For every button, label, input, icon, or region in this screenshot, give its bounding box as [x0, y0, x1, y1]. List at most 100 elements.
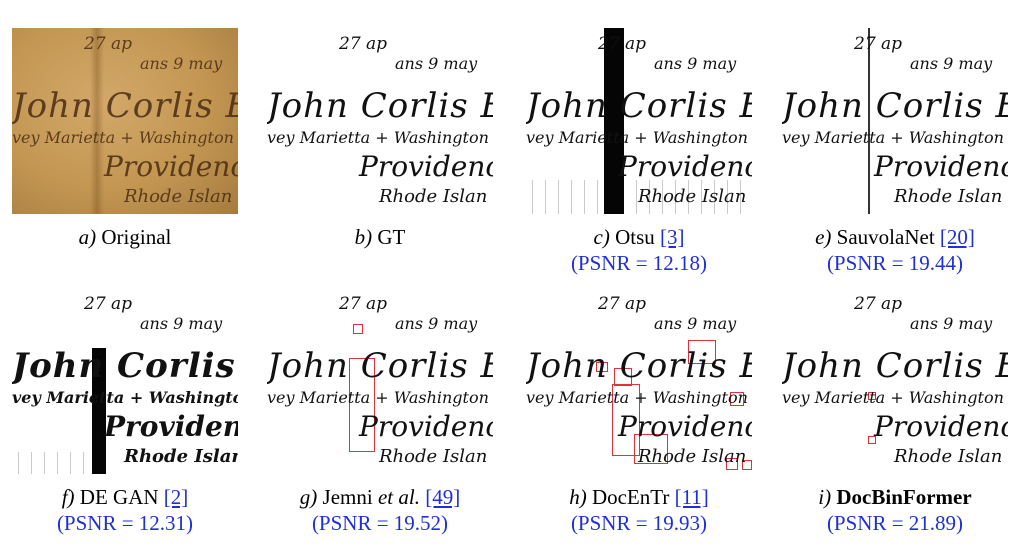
original-image: 27 ap ans 9 may John Corlis Esq vey Mari… [12, 28, 238, 214]
handwriting-city: Providence [874, 150, 1008, 183]
psnr-value: (PSNR = 19.52) [311, 511, 449, 535]
jemni-image: 27 ap ans 9 may John Corlis Esq vey Mari… [267, 288, 493, 474]
docbinformer-image: 27 ap ans 9 may John Corlis Esq vey Mari… [782, 288, 1008, 474]
handwriting-route: vey Marietta + Washington [782, 128, 1004, 147]
ref-link[interactable]: [2] [163, 485, 189, 509]
handwriting-answered: ans 9 may [140, 314, 223, 333]
handwriting-state: Rhode Islan [638, 186, 747, 207]
ref-link[interactable]: [20] [939, 225, 975, 249]
caption-otsu: c) Otsu [3] (PSNR = 12.18) [570, 225, 708, 275]
psnr-value: (PSNR = 12.31) [56, 511, 194, 535]
psnr-value: (PSNR = 21.89) [826, 511, 964, 535]
handwriting-route: vey Marietta + Washington [12, 128, 234, 147]
panel-degan: 27 ap ans 9 may John Corlis Esq vey Mari… [0, 280, 250, 550]
fold-artifact [92, 348, 106, 474]
panel-sauvolanet: 27 ap ans 9 may John Corlis Esq vey Mari… [770, 0, 1020, 275]
ref-link[interactable]: [11] [674, 485, 709, 509]
handwriting-city: Providence [104, 150, 238, 183]
panel-gt: 27 ap ans 9 may John Corlis Esq vey Mari… [255, 0, 505, 270]
error-highlight-box [353, 324, 363, 334]
handwriting-state: Rhode Islan [638, 446, 747, 467]
panel-docentr: 27 ap ans 9 may John Corlis Esq vey Mari… [514, 280, 764, 550]
handwriting-name: John Corlis Esq [526, 86, 752, 126]
handwriting-answered: ans 9 may [140, 54, 223, 73]
handwriting-city: Providence [359, 150, 493, 183]
fold-artifact [604, 28, 624, 214]
panel-jemni: 27 ap ans 9 may John Corlis Esq vey Mari… [255, 280, 505, 550]
error-highlight-box [726, 458, 738, 470]
handwriting-name: John Corlis Esq [267, 346, 493, 386]
ref-link[interactable]: [49] [425, 485, 461, 509]
noise-speckle [526, 180, 752, 214]
paper-fold [90, 28, 104, 214]
handwriting-date: 27 ap [598, 294, 647, 314]
caption-gt: b) GT [354, 225, 406, 249]
handwriting-state: Rhode Islan [124, 446, 238, 467]
sauvolanet-image: 27 ap ans 9 may John Corlis Esq vey Mari… [782, 28, 1008, 214]
handwriting-answered: ans 9 may [910, 54, 993, 73]
caption-degan: f) DE GAN [2] (PSNR = 12.31) [56, 485, 194, 535]
handwriting-state: Rhode Islan [124, 186, 233, 207]
panel-docbinformer: 27 ap ans 9 may John Corlis Esq vey Mari… [770, 280, 1020, 550]
handwriting-name: John Corlis Esq [782, 346, 1008, 386]
error-highlight-box [349, 358, 375, 452]
handwriting-route: vey Marietta + Washington [526, 388, 748, 407]
psnr-value: (PSNR = 12.18) [570, 251, 708, 275]
error-highlight-box [614, 368, 632, 386]
handwriting-city: Providence [874, 410, 1008, 443]
handwriting-route: vey Marietta + Washington [526, 128, 748, 147]
handwriting-answered: ans 9 may [654, 54, 737, 73]
handwriting-answered: ans 9 may [395, 54, 478, 73]
caption-sauvolanet: e) SauvolaNet [20] (PSNR = 19.44) [815, 225, 975, 275]
handwriting-city: Providence [618, 410, 752, 443]
docentr-image: 27 ap ans 9 may John Corlis Esq vey Mari… [526, 288, 752, 474]
psnr-value: (PSNR = 19.93) [570, 511, 708, 535]
handwriting-name: John Corlis Esq [12, 86, 238, 126]
error-highlight-box [742, 460, 752, 470]
handwriting-route: vey Marietta + Washington [782, 388, 1004, 407]
error-highlight-box [596, 362, 608, 372]
handwriting-city: Providence [104, 410, 238, 443]
error-highlight-box [868, 392, 876, 400]
handwriting-name: John Corlis Esq [526, 346, 752, 386]
fold-artifact [868, 28, 870, 214]
handwriting-route: vey Marietta + Washington [267, 388, 489, 407]
handwriting-date: 27 ap [854, 294, 903, 314]
psnr-value: (PSNR = 19.44) [826, 251, 964, 275]
panel-otsu: 27 ap ans 9 may John Corlis Esq vey Mari… [514, 0, 764, 275]
error-highlight-box [868, 436, 876, 444]
handwriting-name: John Corlis Esq [12, 346, 238, 386]
error-highlight-box [634, 434, 668, 464]
handwriting-city: Providence [359, 410, 493, 443]
handwriting-date: 27 ap [84, 294, 133, 314]
error-highlight-box [612, 384, 640, 456]
ref-link[interactable]: [3] [660, 225, 685, 249]
handwriting-name: John Corlis Esq [267, 86, 493, 126]
handwriting-route: vey Marietta + Washington [12, 388, 238, 407]
caption-docbinformer: i) DocBinFormer (PSNR = 21.89) [818, 485, 972, 535]
caption-original: a) Original [78, 225, 172, 249]
error-highlight-box [688, 340, 716, 364]
handwriting-answered: ans 9 may [395, 314, 478, 333]
handwriting-state: Rhode Islan [894, 446, 1003, 467]
caption-docentr: h) DocEnTr [11] (PSNR = 19.93) [569, 485, 709, 535]
noise-speckle [12, 452, 98, 474]
handwriting-answered: ans 9 may [654, 314, 737, 333]
panel-original: 27 ap ans 9 may John Corlis Esq vey Mari… [0, 0, 250, 270]
handwriting-route: vey Marietta + Washington [267, 128, 489, 147]
gt-image: 27 ap ans 9 may John Corlis Esq vey Mari… [267, 28, 493, 214]
handwriting-answered: ans 9 may [910, 314, 993, 333]
otsu-image: 27 ap ans 9 may John Corlis Esq vey Mari… [526, 28, 752, 214]
handwriting-date: 27 ap [339, 34, 388, 54]
error-highlight-box [730, 392, 744, 406]
handwriting-state: Rhode Islan [379, 446, 488, 467]
degan-image: 27 ap ans 9 may John Corlis Esq vey Mari… [12, 288, 238, 474]
handwriting-date: 27 ap [339, 294, 388, 314]
handwriting-name: John Corlis Esq [782, 86, 1008, 126]
handwriting-date: 27 ap [84, 34, 133, 54]
handwriting-date: 27 ap [854, 34, 903, 54]
handwriting-state: Rhode Islan [894, 186, 1003, 207]
handwriting-state: Rhode Islan [379, 186, 488, 207]
caption-jemni: g) Jemni et al. [49] (PSNR = 19.52) [299, 485, 461, 535]
handwriting-city: Providence [618, 150, 752, 183]
